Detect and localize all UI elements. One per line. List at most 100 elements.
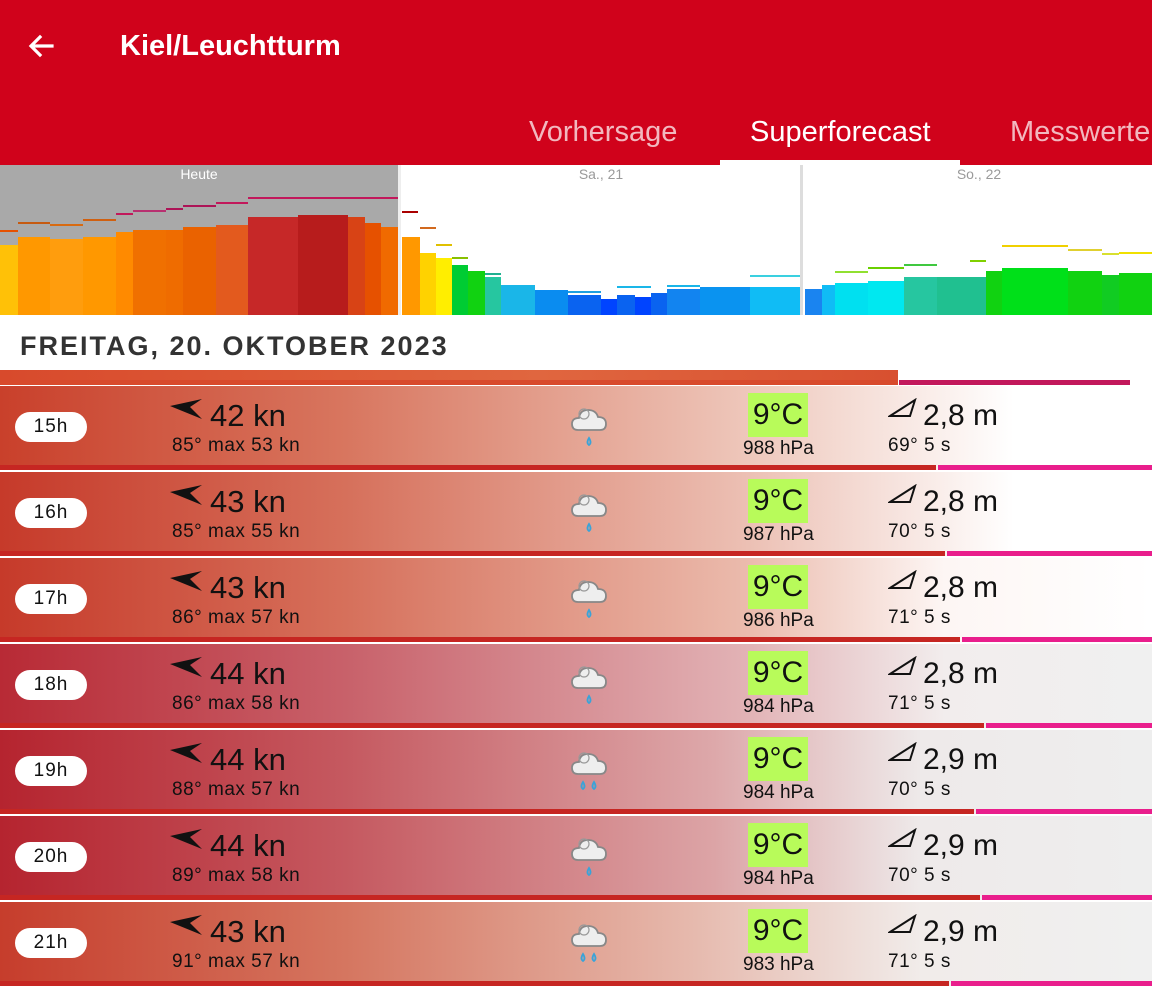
hour-label: 15h xyxy=(15,412,87,442)
chart-bar xyxy=(485,277,501,315)
wind-direction-arrow-icon xyxy=(170,829,202,849)
chart-tick xyxy=(970,260,986,262)
temperature-badge: 9°C xyxy=(748,479,808,523)
chart-bar xyxy=(420,253,436,315)
chart-bar xyxy=(1068,271,1102,315)
chart-tick xyxy=(216,202,248,204)
wave-bar xyxy=(962,637,1152,642)
row-divider xyxy=(0,900,1152,902)
chart-bar xyxy=(868,281,904,315)
hour-label: 19h xyxy=(15,756,87,786)
wind-direction-arrow-icon xyxy=(170,399,202,419)
day-divider xyxy=(800,165,803,315)
chart-tick xyxy=(1102,253,1119,255)
air-pressure: 984 hPa xyxy=(743,782,814,803)
chart-bar xyxy=(986,271,1002,315)
chart-tick xyxy=(452,257,468,259)
active-tab-indicator xyxy=(720,160,960,165)
wind-speed: 43 kn xyxy=(210,484,286,519)
row-divider xyxy=(0,728,1152,730)
tab-superforecast[interactable]: Superforecast xyxy=(750,116,931,148)
wind-direction-max: 86° max 57 kn xyxy=(172,607,301,628)
tab-messwerte[interactable]: Messwerte xyxy=(1010,116,1151,148)
temperature-badge: 9°C xyxy=(748,823,808,867)
chart-tick xyxy=(166,208,183,210)
forecast-row[interactable]: 16h 43 kn 85° max 55 kn 9°C 987 hPa 2,8 … xyxy=(0,472,1152,558)
chart-bar xyxy=(1119,273,1152,315)
row-divider xyxy=(0,642,1152,644)
forecast-overview-chart[interactable]: Heute Sa., 21 So., 22 xyxy=(0,165,1152,315)
chart-tick xyxy=(868,267,904,269)
air-pressure: 984 hPa xyxy=(743,696,814,717)
chart-tick xyxy=(183,205,216,207)
previous-row-partial xyxy=(0,368,1152,386)
chart-bar xyxy=(700,287,750,315)
wind-direction-max: 86° max 58 kn xyxy=(172,693,301,714)
wave-height: 2,9 m xyxy=(923,829,999,862)
wind-direction-max: 91° max 57 kn xyxy=(172,951,301,972)
wind-speed: 44 kn xyxy=(210,828,286,863)
forecast-row[interactable]: 18h 44 kn 86° max 58 kn 9°C 984 hPa 2,8 … xyxy=(0,644,1152,730)
wind-direction-arrow-icon xyxy=(170,657,202,677)
chart-bar xyxy=(133,230,166,315)
hourly-forecast-list[interactable]: 15h 42 kn 85° max 53 kn 9°C 988 hPa 2,8 … xyxy=(0,368,1152,990)
back-arrow-icon[interactable] xyxy=(22,26,62,66)
tab-vorhersage[interactable]: Vorhersage xyxy=(529,116,678,148)
forecast-row[interactable]: 19h 44 kn 88° max 57 kn 9°C 984 hPa 2,9 … xyxy=(0,730,1152,816)
chart-bar xyxy=(468,271,485,315)
wave-direction-arrow-icon xyxy=(888,398,917,417)
chart-bar xyxy=(667,289,700,315)
chart-bar xyxy=(166,230,183,315)
wind-direction-arrow-icon xyxy=(170,571,202,591)
wave-direction-period: 71° 5 s xyxy=(888,951,951,972)
wave-direction-period: 71° 5 s xyxy=(888,693,951,714)
chart-tick xyxy=(0,230,18,232)
chart-bar xyxy=(635,297,651,315)
day-divider xyxy=(398,165,401,315)
wind-direction-arrow-icon xyxy=(170,485,202,505)
wave-bar xyxy=(951,981,1152,986)
wind-bar xyxy=(0,895,980,900)
chart-tick xyxy=(116,213,133,215)
wave-bar xyxy=(938,465,1152,470)
chart-bar xyxy=(365,223,381,315)
date-heading: FREITAG, 20. OKTOBER 2023 xyxy=(0,315,1152,370)
day-label-today: Heute xyxy=(180,166,218,182)
chart-tick xyxy=(485,273,501,275)
wind-speed: 44 kn xyxy=(210,742,286,777)
chart-bar xyxy=(1102,275,1119,315)
temperature-badge: 9°C xyxy=(748,737,808,781)
wind-speed: 43 kn xyxy=(210,570,286,605)
forecast-row[interactable]: 17h 43 kn 86° max 57 kn 9°C 986 hPa 2,8 … xyxy=(0,558,1152,644)
air-pressure: 984 hPa xyxy=(743,868,814,889)
chart-tick xyxy=(1068,249,1102,251)
temperature-badge: 9°C xyxy=(748,393,808,437)
temperature-badge: 9°C xyxy=(748,651,808,695)
chart-tick xyxy=(83,219,116,221)
hour-label: 21h xyxy=(15,928,87,958)
air-pressure: 983 hPa xyxy=(743,954,814,975)
hour-label: 17h xyxy=(15,584,87,614)
chart-tick xyxy=(420,227,436,229)
chart-tick xyxy=(750,275,800,277)
forecast-row[interactable]: 21h 43 kn 91° max 57 kn 9°C 983 hPa 2,9 … xyxy=(0,902,1152,988)
chart-bar xyxy=(835,283,868,315)
forecast-row[interactable]: 20h 44 kn 89° max 58 kn 9°C 984 hPa 2,9 … xyxy=(0,816,1152,902)
temperature-badge: 9°C xyxy=(748,909,808,953)
wave-direction-period: 71° 5 s xyxy=(888,607,951,628)
wave-direction-arrow-icon xyxy=(888,914,917,933)
chart-bar xyxy=(83,237,116,315)
wave-bar xyxy=(982,895,1152,900)
wind-speed: 42 kn xyxy=(210,398,286,433)
forecast-row[interactable]: 15h 42 kn 85° max 53 kn 9°C 988 hPa 2,8 … xyxy=(0,386,1152,472)
wind-direction-max: 85° max 53 kn xyxy=(172,435,301,456)
cloud-rain-icon xyxy=(571,924,607,963)
wave-direction-arrow-icon xyxy=(888,742,917,761)
row-divider xyxy=(0,986,1152,988)
chart-bar xyxy=(452,265,468,315)
chart-tick xyxy=(904,264,937,266)
chart-tick xyxy=(50,224,83,226)
chart-bar xyxy=(501,285,535,315)
chart-bar xyxy=(216,225,248,315)
date-heading-text: FREITAG, 20. OKTOBER 2023 xyxy=(20,331,449,361)
